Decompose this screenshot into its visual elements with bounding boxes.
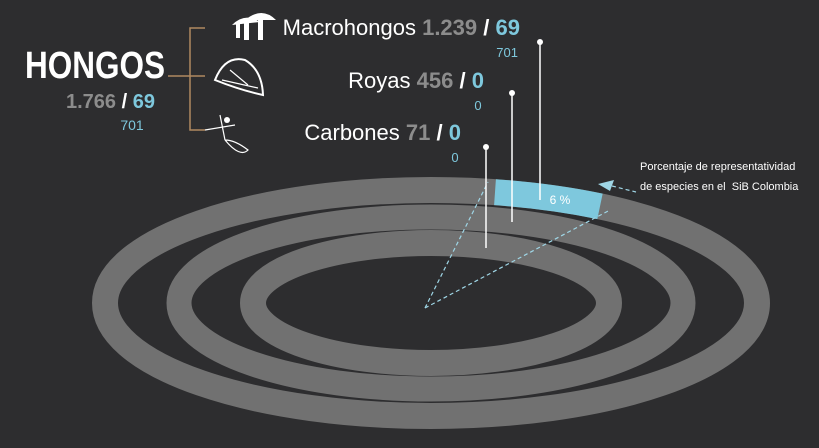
slash: / xyxy=(483,15,489,40)
note: Porcentaje de representatividad xyxy=(640,161,795,173)
total: 456 xyxy=(417,68,454,93)
percent-label: 6 % xyxy=(550,193,571,207)
slash: / xyxy=(460,68,466,93)
title: HONGOS xyxy=(25,45,165,87)
infographic: 6 % HONGOS 1.766 / 69 701 Macrohongos 1.… xyxy=(0,0,819,448)
group-sub: 701 xyxy=(496,45,518,60)
group-line: Macrohongos 1.239 / 69 xyxy=(283,15,520,40)
page: 6 % HONGOS 1.766 / 69 701 Macrohongos 1.… xyxy=(0,0,819,448)
slash: / xyxy=(437,120,443,145)
total: 1.766 xyxy=(66,91,116,113)
group-line: Carbones 71 / 0 xyxy=(304,120,461,145)
group-line: Royas 456 / 0 xyxy=(348,68,484,93)
percent-arc xyxy=(495,192,600,206)
total: 1.239 xyxy=(422,15,477,40)
title-sub: 701 xyxy=(120,117,144,133)
count: 0 xyxy=(449,120,461,145)
group-name: Carbones xyxy=(304,120,399,145)
slash: / xyxy=(122,91,128,113)
total: 71 xyxy=(406,120,430,145)
count: 69 xyxy=(133,91,155,113)
group-name: Royas xyxy=(348,68,410,93)
count: 69 xyxy=(496,15,520,40)
group-name: Macrohongos xyxy=(283,15,416,40)
title-numbers: 1.766 / 69 xyxy=(66,91,155,113)
group-sub: 0 xyxy=(474,98,481,113)
note: de especies en el SiB Colombia xyxy=(640,181,799,193)
group-sub: 0 xyxy=(451,150,458,165)
count: 0 xyxy=(472,68,484,93)
